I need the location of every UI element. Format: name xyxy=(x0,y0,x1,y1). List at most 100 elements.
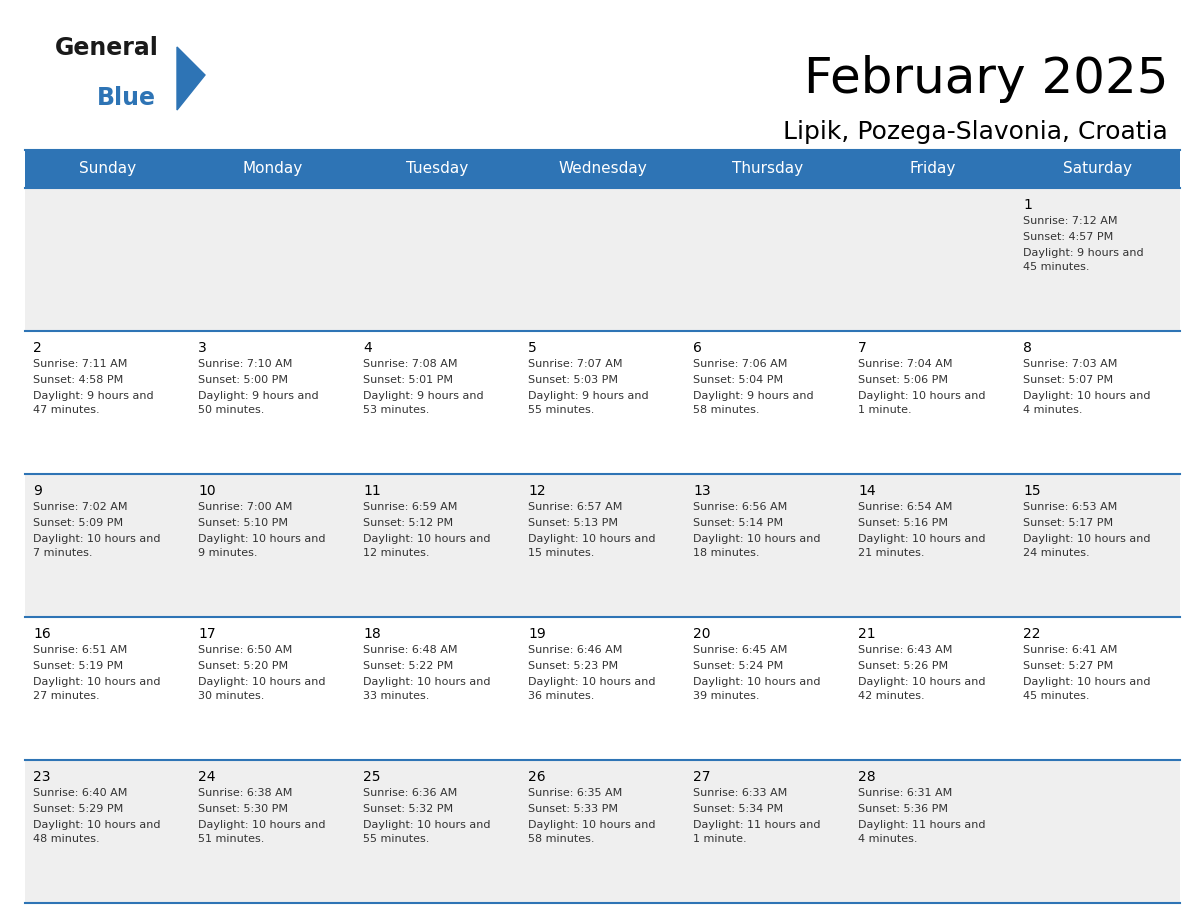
Text: 21 minutes.: 21 minutes. xyxy=(858,548,924,558)
Text: Daylight: 9 hours and: Daylight: 9 hours and xyxy=(527,391,649,401)
Text: 36 minutes.: 36 minutes. xyxy=(527,691,594,701)
Text: Daylight: 11 hours and: Daylight: 11 hours and xyxy=(858,820,986,830)
Text: Sunrise: 7:11 AM: Sunrise: 7:11 AM xyxy=(33,359,127,369)
Text: Sunrise: 7:07 AM: Sunrise: 7:07 AM xyxy=(527,359,623,369)
Text: Daylight: 9 hours and: Daylight: 9 hours and xyxy=(1023,248,1144,258)
Text: 53 minutes.: 53 minutes. xyxy=(364,405,429,415)
Text: Sunrise: 6:40 AM: Sunrise: 6:40 AM xyxy=(33,788,127,798)
Text: Daylight: 10 hours and: Daylight: 10 hours and xyxy=(364,820,491,830)
Bar xyxy=(1015,617,1180,760)
Text: 39 minutes.: 39 minutes. xyxy=(693,691,759,701)
Text: Daylight: 10 hours and: Daylight: 10 hours and xyxy=(198,534,326,544)
Text: 4 minutes.: 4 minutes. xyxy=(1023,405,1082,415)
Text: Daylight: 10 hours and: Daylight: 10 hours and xyxy=(527,820,656,830)
Text: February 2025: February 2025 xyxy=(803,55,1168,103)
Bar xyxy=(355,331,520,474)
Text: Wednesday: Wednesday xyxy=(558,162,647,176)
Text: 1 minute.: 1 minute. xyxy=(693,834,746,844)
Text: 45 minutes.: 45 minutes. xyxy=(1023,691,1089,701)
Text: Daylight: 9 hours and: Daylight: 9 hours and xyxy=(198,391,318,401)
Bar xyxy=(685,474,849,617)
Text: Daylight: 10 hours and: Daylight: 10 hours and xyxy=(693,534,821,544)
Text: Sunrise: 7:06 AM: Sunrise: 7:06 AM xyxy=(693,359,788,369)
Text: Sunset: 5:12 PM: Sunset: 5:12 PM xyxy=(364,518,453,528)
Bar xyxy=(355,760,520,903)
Bar xyxy=(685,331,849,474)
Bar xyxy=(685,760,849,903)
Text: 3: 3 xyxy=(198,341,207,355)
Text: Sunset: 5:36 PM: Sunset: 5:36 PM xyxy=(858,804,948,814)
Text: 1: 1 xyxy=(1023,198,1032,212)
Text: Daylight: 10 hours and: Daylight: 10 hours and xyxy=(527,534,656,544)
Bar xyxy=(190,617,355,760)
Text: 55 minutes.: 55 minutes. xyxy=(364,834,429,844)
Text: Daylight: 10 hours and: Daylight: 10 hours and xyxy=(1023,391,1150,401)
Text: 11: 11 xyxy=(364,484,380,498)
Text: Sunrise: 6:36 AM: Sunrise: 6:36 AM xyxy=(364,788,457,798)
Text: 9 minutes.: 9 minutes. xyxy=(198,548,258,558)
Text: Sunset: 5:27 PM: Sunset: 5:27 PM xyxy=(1023,661,1113,671)
Text: Sunset: 5:13 PM: Sunset: 5:13 PM xyxy=(527,518,618,528)
Bar xyxy=(520,760,685,903)
Text: Daylight: 10 hours and: Daylight: 10 hours and xyxy=(33,534,160,544)
Bar xyxy=(849,331,1015,474)
Text: 25: 25 xyxy=(364,770,380,784)
Text: Sunrise: 6:57 AM: Sunrise: 6:57 AM xyxy=(527,502,623,512)
Bar xyxy=(1015,188,1180,331)
Text: Sunset: 5:06 PM: Sunset: 5:06 PM xyxy=(858,375,948,385)
Text: Sunset: 5:30 PM: Sunset: 5:30 PM xyxy=(198,804,287,814)
Text: Daylight: 10 hours and: Daylight: 10 hours and xyxy=(33,820,160,830)
Text: Sunset: 5:04 PM: Sunset: 5:04 PM xyxy=(693,375,783,385)
Text: Friday: Friday xyxy=(909,162,955,176)
Bar xyxy=(520,617,685,760)
Bar xyxy=(685,617,849,760)
Text: Sunrise: 6:50 AM: Sunrise: 6:50 AM xyxy=(198,645,292,655)
Bar xyxy=(685,188,849,331)
Text: 28: 28 xyxy=(858,770,876,784)
Text: 24 minutes.: 24 minutes. xyxy=(1023,548,1089,558)
Text: 14: 14 xyxy=(858,484,876,498)
Text: 50 minutes.: 50 minutes. xyxy=(198,405,265,415)
Text: 47 minutes.: 47 minutes. xyxy=(33,405,100,415)
Bar xyxy=(1015,331,1180,474)
Text: Sunset: 5:16 PM: Sunset: 5:16 PM xyxy=(858,518,948,528)
Text: Lipik, Pozega-Slavonia, Croatia: Lipik, Pozega-Slavonia, Croatia xyxy=(783,120,1168,144)
Bar xyxy=(520,474,685,617)
Text: 10: 10 xyxy=(198,484,216,498)
Text: 1 minute.: 1 minute. xyxy=(858,405,911,415)
Text: Daylight: 10 hours and: Daylight: 10 hours and xyxy=(33,677,160,687)
Text: Sunset: 4:58 PM: Sunset: 4:58 PM xyxy=(33,375,124,385)
Text: Sunset: 4:57 PM: Sunset: 4:57 PM xyxy=(1023,232,1113,242)
Text: 45 minutes.: 45 minutes. xyxy=(1023,262,1089,272)
Text: Daylight: 9 hours and: Daylight: 9 hours and xyxy=(364,391,484,401)
Bar xyxy=(520,188,685,331)
Bar xyxy=(190,331,355,474)
Bar xyxy=(25,150,1180,188)
Bar xyxy=(25,617,190,760)
Text: Sunrise: 6:43 AM: Sunrise: 6:43 AM xyxy=(858,645,953,655)
Bar xyxy=(355,474,520,617)
Text: 4: 4 xyxy=(364,341,372,355)
Text: Sunset: 5:29 PM: Sunset: 5:29 PM xyxy=(33,804,124,814)
Text: Sunrise: 6:46 AM: Sunrise: 6:46 AM xyxy=(527,645,623,655)
Text: Daylight: 10 hours and: Daylight: 10 hours and xyxy=(693,677,821,687)
Text: 18: 18 xyxy=(364,627,380,641)
Text: Sunday: Sunday xyxy=(78,162,137,176)
Bar xyxy=(849,617,1015,760)
Bar xyxy=(190,188,355,331)
Text: Sunrise: 6:54 AM: Sunrise: 6:54 AM xyxy=(858,502,953,512)
Text: Daylight: 11 hours and: Daylight: 11 hours and xyxy=(693,820,821,830)
Text: 7 minutes.: 7 minutes. xyxy=(33,548,93,558)
Text: Sunrise: 6:35 AM: Sunrise: 6:35 AM xyxy=(527,788,623,798)
Text: 22: 22 xyxy=(1023,627,1041,641)
Text: Sunset: 5:00 PM: Sunset: 5:00 PM xyxy=(198,375,287,385)
Text: Daylight: 10 hours and: Daylight: 10 hours and xyxy=(1023,534,1150,544)
Text: Daylight: 10 hours and: Daylight: 10 hours and xyxy=(198,677,326,687)
Text: Sunrise: 7:02 AM: Sunrise: 7:02 AM xyxy=(33,502,127,512)
Text: Sunrise: 6:31 AM: Sunrise: 6:31 AM xyxy=(858,788,953,798)
Text: Monday: Monday xyxy=(242,162,303,176)
Text: Daylight: 10 hours and: Daylight: 10 hours and xyxy=(527,677,656,687)
Text: 5: 5 xyxy=(527,341,537,355)
Text: 12 minutes.: 12 minutes. xyxy=(364,548,430,558)
Text: 2: 2 xyxy=(33,341,42,355)
